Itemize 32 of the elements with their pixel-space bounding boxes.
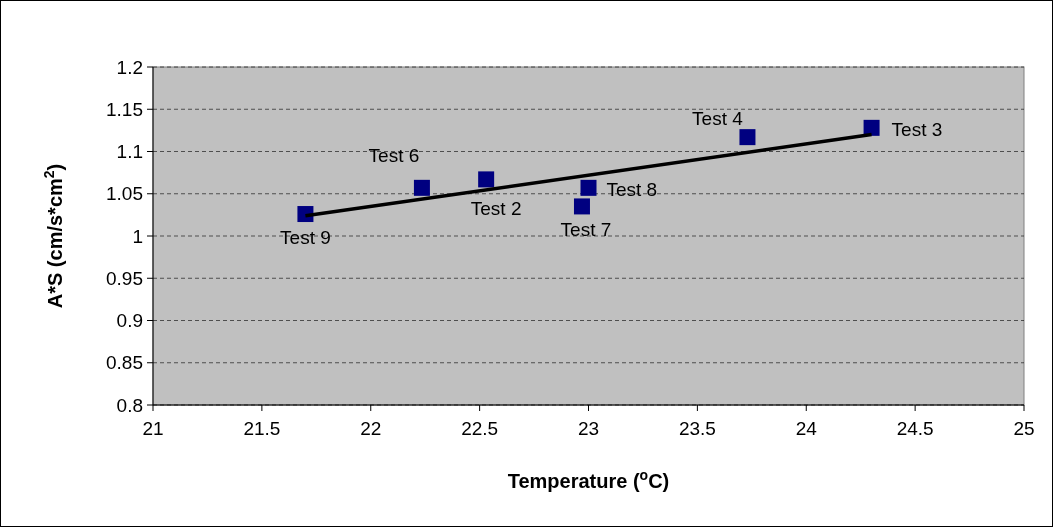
x-tick-label: 22.5 [461, 418, 499, 439]
point [580, 179, 597, 196]
x-tick-label: 24.5 [896, 418, 934, 439]
y-tick-label: 0.9 [116, 310, 143, 332]
x-tick-label: 24 [795, 418, 818, 439]
annotation: Test 2 [470, 198, 522, 220]
y-tick-label: 0.85 [106, 352, 143, 374]
x-tick-label: 23 [577, 418, 600, 439]
y-tick-label: 1.2 [116, 56, 143, 78]
y-tick-label: 1.15 [106, 98, 143, 120]
annotation: Test 7 [560, 219, 612, 241]
point [413, 179, 430, 196]
point [573, 198, 590, 215]
y-tick-label: 1.05 [106, 183, 143, 205]
y-tick-label: 0.8 [116, 394, 143, 416]
point [478, 171, 495, 188]
x-axis-title: Temperature ($^{o}$C) [507, 467, 670, 492]
x-tick-label: 21.5 [243, 418, 281, 439]
x-tick-label: 23.5 [678, 418, 716, 439]
point [739, 129, 756, 146]
annotation: Test 9 [280, 227, 331, 249]
annotation: Test 6 [368, 144, 420, 166]
y-tick-label: 1.1 [116, 141, 143, 163]
point [863, 119, 880, 136]
y-tick-label: 1 [132, 225, 143, 247]
annotation: Test 3 [891, 118, 943, 140]
x-tick-label: 22 [360, 418, 382, 439]
annotation: Test 4 [692, 108, 744, 130]
y-tick-label: 0.95 [106, 267, 143, 289]
x-tick-label: 25 [1013, 418, 1035, 439]
x-tick-label: 21 [142, 418, 164, 439]
annotation: Test 8 [606, 178, 658, 200]
